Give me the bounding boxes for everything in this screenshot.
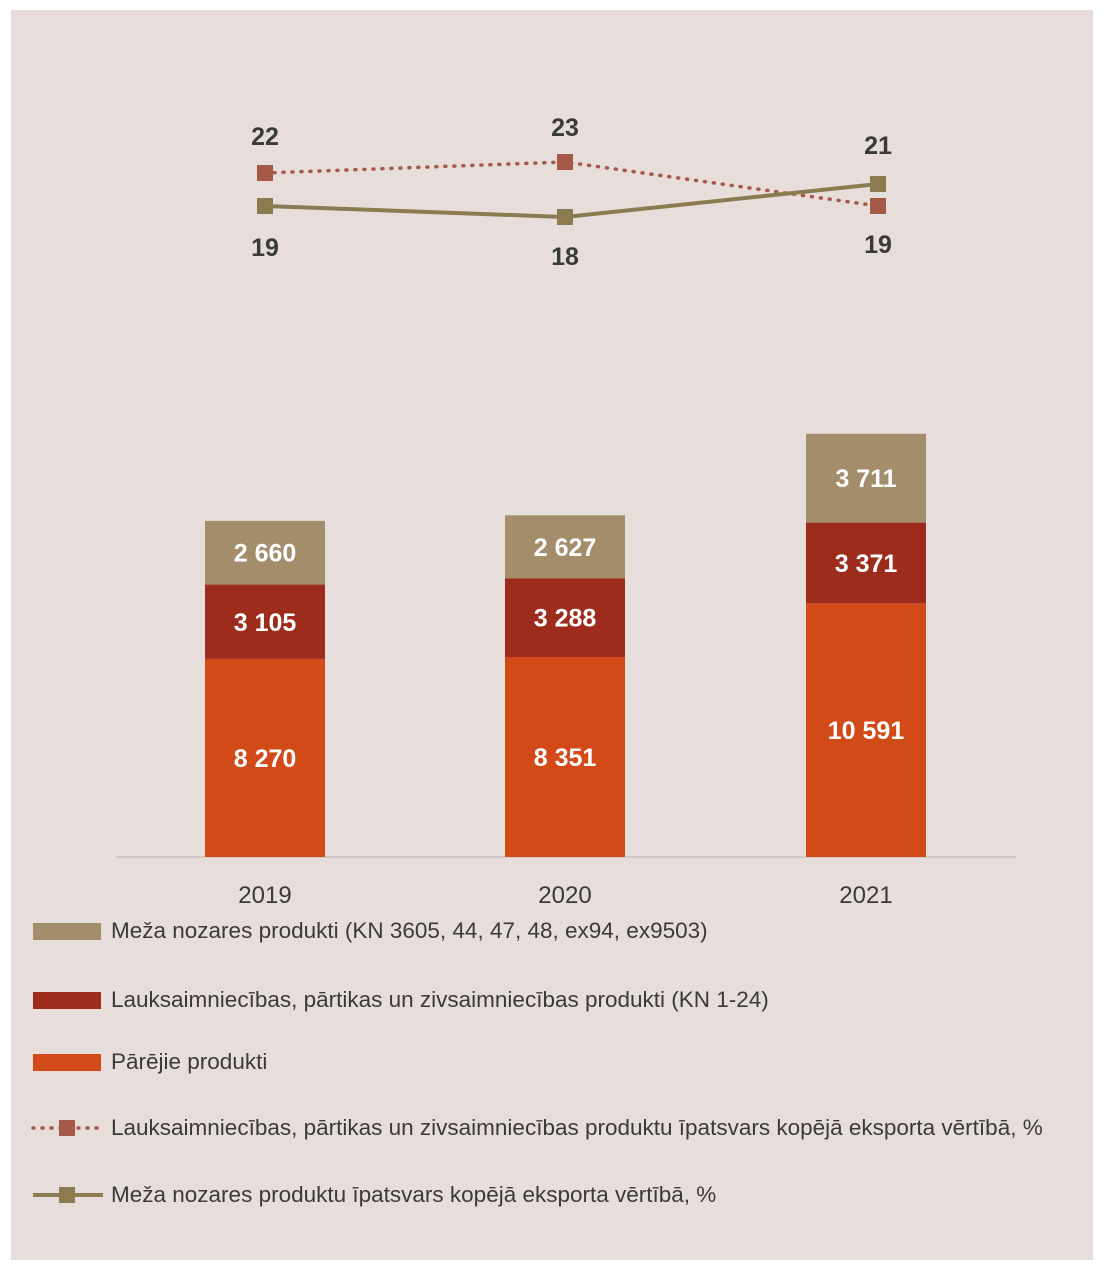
line-label-0-2021: 19 (864, 231, 892, 259)
line-marker-0-2020 (557, 154, 573, 170)
bar-segment-2-2021 (806, 433, 926, 523)
line-series-0 (263, 160, 880, 208)
bar-label-1-2019: 3 105 (234, 609, 297, 637)
line-marker-1-2020 (557, 209, 573, 225)
line-marker-0-2019 (257, 165, 273, 181)
bar-label-2-2019: 2 660 (234, 540, 297, 568)
legend-label-4: Meža nozares produktu īpatsvars kopējā e… (111, 1182, 717, 1207)
bar-label-1-2021: 3 371 (835, 550, 898, 578)
bar-segment-2-2019 (205, 520, 325, 585)
line-label-1-2021: 21 (864, 132, 892, 160)
line-marker-1-2019 (257, 198, 273, 214)
bar-segment-1-2019 (205, 584, 325, 659)
bar-label-2-2021: 3 711 (835, 465, 896, 493)
legend-swatch-1 (33, 992, 101, 1009)
legend-swatch-4 (31, 1180, 105, 1210)
bar-segment-1-2021 (806, 522, 926, 604)
line-marker-1-2021 (870, 176, 886, 192)
bar-segment-1-2020 (505, 578, 625, 657)
x-tick-label-2021: 2021 (839, 882, 892, 909)
legend-swatch-2 (33, 1054, 101, 1071)
line-label-0-2020: 23 (551, 114, 579, 142)
bar-label-0-2020: 8 351 (534, 744, 597, 772)
chart-panel: 8 270 3 105 2 660 2019 8 351 3 288 2 627 2020 10… (11, 10, 1093, 1260)
legend-swatch-3 (31, 1113, 105, 1143)
legend-label-3: Lauksaimniecības, pārtikas un zivsaimnie… (111, 1115, 1043, 1140)
bar-label-2-2020: 2 627 (534, 534, 597, 562)
bar-segment-2-2020 (505, 515, 625, 579)
x-tick-label-2019: 2019 (238, 882, 291, 909)
line-label-1-2020: 18 (551, 243, 579, 271)
bar-label-0-2019: 8 270 (234, 745, 297, 773)
line-label-0-2019: 22 (251, 123, 279, 151)
line-label-1-2019: 19 (251, 234, 279, 262)
legend-label-2: Pārējie produkti (111, 1049, 268, 1074)
bar-label-0-2021: 10 591 (828, 717, 905, 745)
bar-segment-0-2019 (205, 658, 325, 857)
legend-swatch-0 (33, 923, 101, 940)
bar-segment-0-2021 (806, 603, 926, 857)
bar-segment-0-2020 (505, 656, 625, 857)
bar-label-1-2020: 3 288 (534, 605, 597, 633)
x-tick-label-2020: 2020 (538, 882, 591, 909)
legend-label-1: Lauksaimniecības, pārtikas un zivsaimnie… (111, 987, 769, 1012)
legend-label-0: Meža nozares produkti (KN 3605, 44, 47, … (111, 918, 708, 943)
line-marker-0-2021 (870, 198, 886, 214)
chart-svg: 8 270 3 105 2 660 2019 8 351 3 288 2 627 2020 10… (116, 114, 1016, 909)
